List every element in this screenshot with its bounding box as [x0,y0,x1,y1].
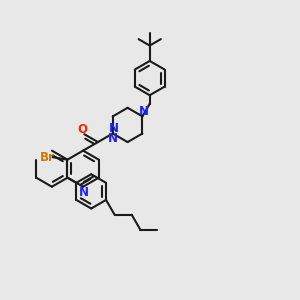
Text: N: N [109,122,119,135]
Text: N: N [108,132,118,145]
Text: O: O [77,123,87,136]
Text: N: N [80,186,89,199]
Text: Br: Br [40,151,54,164]
Text: N: N [139,105,149,118]
